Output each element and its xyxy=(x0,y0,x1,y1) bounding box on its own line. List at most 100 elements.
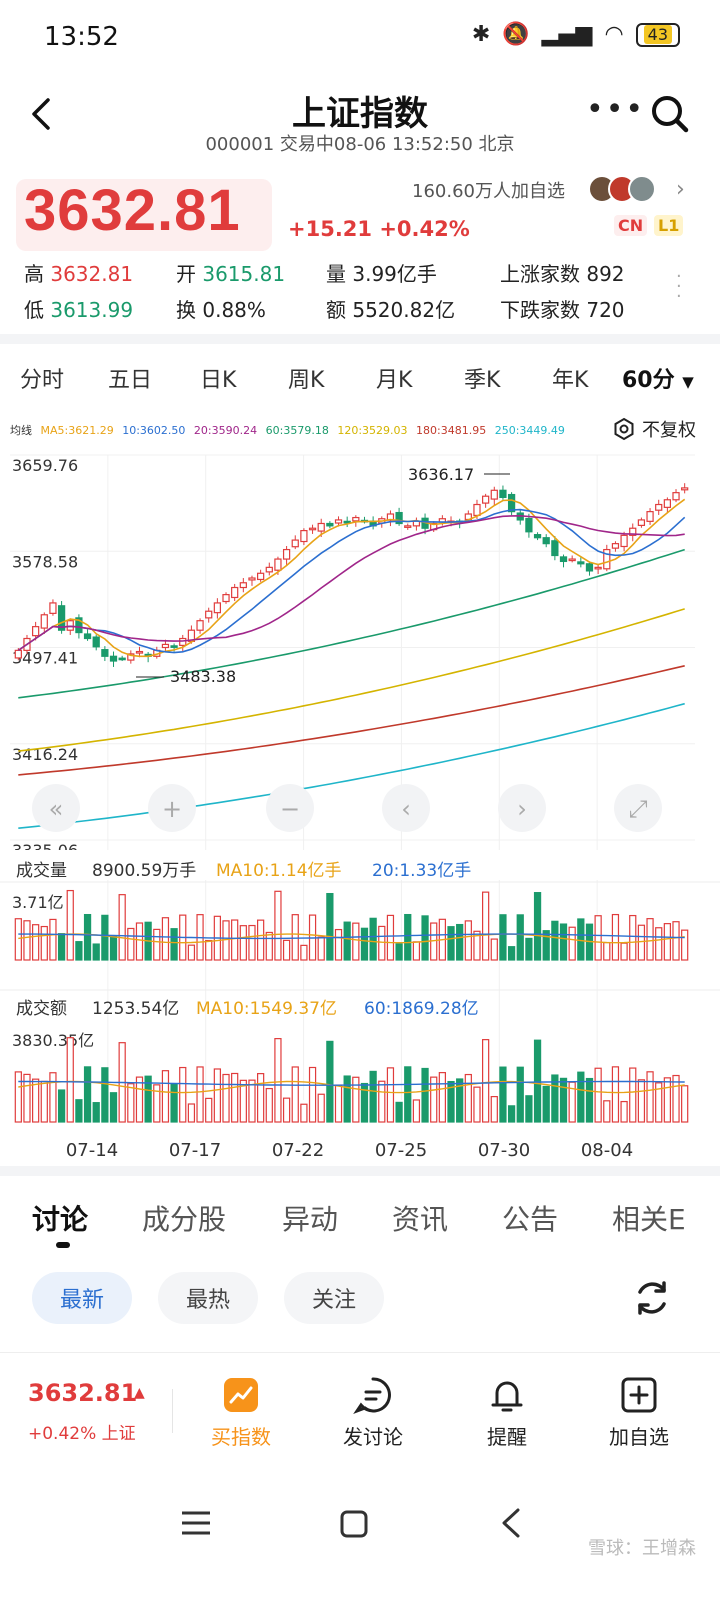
tab-day-k[interactable]: 日K xyxy=(200,368,237,393)
volume-bar xyxy=(473,930,481,961)
volume-bar xyxy=(343,921,351,961)
home-icon[interactable] xyxy=(338,1508,370,1540)
amount-bar xyxy=(533,1039,542,1123)
chevron-right-icon[interactable]: › xyxy=(676,177,685,202)
kline-chart[interactable]: 均线 MA5:3621.29 10:3602.50 20:3590.24 60:… xyxy=(0,410,720,1170)
adjust-toggle[interactable]: 不复权 xyxy=(612,416,696,442)
scroll-right-icon[interactable]: › xyxy=(517,795,527,823)
tab-60min[interactable]: 60分 ▼ xyxy=(622,368,694,393)
candle xyxy=(135,650,144,654)
back-icon[interactable] xyxy=(22,94,62,134)
menu-icon[interactable] xyxy=(178,1508,214,1538)
up-arrow-icon: ▲ xyxy=(134,1385,145,1401)
zoom-out-icon-bg[interactable] xyxy=(266,784,314,832)
tab-month-k[interactable]: 月K xyxy=(376,368,413,393)
volume-bar xyxy=(23,920,31,961)
volume-bar xyxy=(248,924,256,961)
tab-five-day[interactable]: 五日 xyxy=(108,368,153,393)
tab-fenshi[interactable]: 分时 xyxy=(20,368,65,393)
header: 上证指数 000001 交易中08-06 13:52:50 北京 ••• xyxy=(0,78,720,168)
amount-bar xyxy=(594,1067,602,1123)
ma10-label: 10:3602.50 xyxy=(122,424,186,437)
scroll-left-icon-bg[interactable] xyxy=(382,784,430,832)
volume-max-label: 3.71亿 xyxy=(12,893,64,912)
candle xyxy=(352,516,360,522)
follower-avatars[interactable] xyxy=(588,175,656,203)
tab-quarter-k[interactable]: 季K xyxy=(464,368,501,393)
candle xyxy=(594,566,602,570)
candle xyxy=(637,519,646,526)
filter-latest[interactable]: 最新 xyxy=(32,1272,132,1324)
tab-discussion[interactable]: 讨论 xyxy=(32,1203,89,1236)
filter-following[interactable]: 关注 xyxy=(284,1272,384,1324)
zoom-in-icon[interactable]: + xyxy=(162,795,182,823)
scroll-right-icon-bg[interactable] xyxy=(498,784,546,832)
stat-low: 低 3613.99 xyxy=(24,298,134,322)
zoom-out-icon[interactable]: − xyxy=(280,795,300,823)
back-nav-icon[interactable] xyxy=(498,1506,524,1540)
followers-count[interactable]: 160.60万人加自选 xyxy=(412,181,565,202)
scroll-left-fast-icon[interactable]: « xyxy=(49,795,64,823)
add-watchlist-button[interactable]: 加自选 xyxy=(584,1373,694,1450)
volume-bar xyxy=(637,924,646,961)
candle xyxy=(404,525,412,528)
status-time: 13:52 xyxy=(44,22,119,52)
date-label: 07-17 xyxy=(169,1140,221,1161)
volume-ma10-line xyxy=(18,933,685,944)
volume-bar xyxy=(577,918,585,961)
fullscreen-icon-bg[interactable] xyxy=(614,784,662,832)
post-discussion-button[interactable]: 发讨论 xyxy=(318,1373,428,1450)
amount-bar xyxy=(620,1100,628,1123)
buy-index-label: 买指数 xyxy=(211,1425,271,1449)
watermark: 雪球：王增森 xyxy=(588,1538,696,1559)
more-icon[interactable]: ••• xyxy=(586,92,646,127)
candle xyxy=(577,561,585,565)
amount-bar xyxy=(170,1083,178,1123)
alert-label: 提醒 xyxy=(487,1425,527,1449)
volume-bar xyxy=(620,942,628,961)
volume-bar xyxy=(187,944,196,961)
refresh-icon[interactable] xyxy=(630,1276,674,1320)
volume-bar xyxy=(75,941,83,961)
candle xyxy=(118,657,126,661)
tab-news[interactable]: 资讯 xyxy=(392,1203,449,1236)
ma60-line xyxy=(18,548,685,699)
search-icon[interactable] xyxy=(648,92,692,136)
status-icons: ✱ 🔕 ▂▄▆ ◠ 43 xyxy=(472,22,680,47)
scroll-left-icon[interactable]: ‹ xyxy=(401,795,411,823)
tab-alerts[interactable]: 异动 xyxy=(282,1203,339,1236)
avatar xyxy=(628,175,656,203)
ma-title: 均线 xyxy=(10,424,32,437)
volume-bar xyxy=(334,928,343,961)
volume-bar xyxy=(57,933,66,961)
zoom-in-icon-bg[interactable] xyxy=(148,784,196,832)
amount-bar xyxy=(127,1083,135,1123)
alert-button[interactable]: 提醒 xyxy=(452,1373,562,1450)
tab-year-k[interactable]: 年K xyxy=(552,368,589,393)
scroll-left-fast-icon-bg[interactable] xyxy=(32,784,80,832)
candle xyxy=(490,489,498,500)
tab-components[interactable]: 成分股 xyxy=(142,1203,227,1236)
amount-bar xyxy=(611,1066,620,1123)
candle xyxy=(343,520,351,524)
more-stats-icon[interactable]: · · · xyxy=(676,266,682,307)
bottom-price: 3632.81 xyxy=(28,1379,138,1407)
candle xyxy=(542,537,550,545)
amount-bar xyxy=(404,1066,412,1123)
filter-hot[interactable]: 最热 xyxy=(158,1272,258,1324)
tab-week-k[interactable]: 周K xyxy=(288,368,325,393)
date-label: 07-14 xyxy=(66,1140,118,1161)
amount-bar xyxy=(438,1072,446,1123)
candle xyxy=(14,649,22,659)
tab-related[interactable]: 相关E xyxy=(612,1203,686,1236)
candle xyxy=(672,492,680,501)
amount-bar xyxy=(412,1099,421,1123)
volume-bar xyxy=(681,929,689,961)
amount-bar xyxy=(257,1073,265,1123)
amount-bar xyxy=(32,1078,40,1123)
tab-announcements[interactable]: 公告 xyxy=(502,1203,559,1236)
buy-index-button[interactable]: 买指数 xyxy=(186,1373,296,1450)
amount-bar xyxy=(274,1038,282,1123)
fullscreen-icon[interactable]: ⤢ xyxy=(628,795,647,823)
chart-up-icon xyxy=(224,1378,258,1412)
